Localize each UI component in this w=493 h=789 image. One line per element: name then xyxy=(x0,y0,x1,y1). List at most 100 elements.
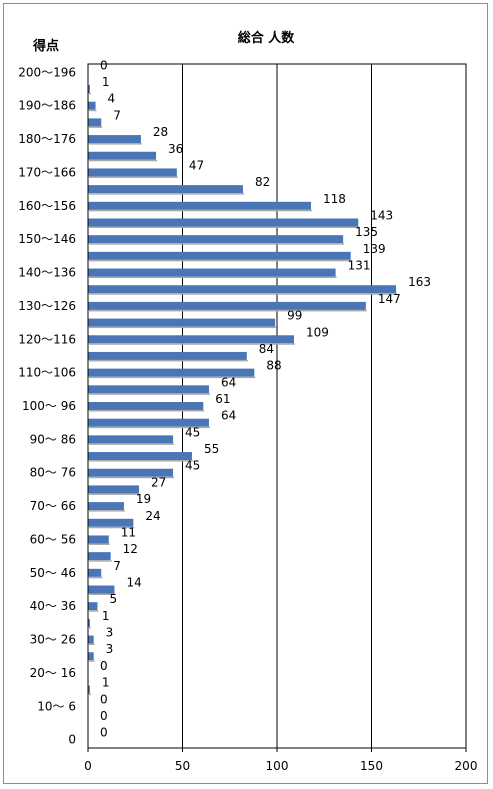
bar-shadow xyxy=(89,693,91,696)
bar-shadow xyxy=(89,460,193,462)
data-label: 147 xyxy=(378,292,401,306)
y-tick-label: 100〜 96 xyxy=(22,399,76,413)
bar xyxy=(88,101,96,110)
bar-shadow xyxy=(89,93,91,95)
data-label: 1 xyxy=(102,609,110,623)
axes xyxy=(87,63,467,752)
data-label: 7 xyxy=(113,559,121,573)
bar-shadow xyxy=(89,643,95,646)
bar xyxy=(88,568,102,577)
y-tick-label: 20〜 16 xyxy=(30,666,76,680)
bar xyxy=(88,351,247,360)
y-tick-label: 70〜 66 xyxy=(30,499,76,513)
bar xyxy=(88,268,336,277)
bar-chart: 総合 人数 得点 0147283647821181431351391311631… xyxy=(18,30,477,773)
bar-shadow xyxy=(89,543,110,545)
x-tick-label: 100 xyxy=(266,759,289,773)
y-tick-label: 200〜196 xyxy=(18,65,76,79)
bar xyxy=(88,118,102,127)
data-label: 61 xyxy=(215,392,230,406)
data-label: 7 xyxy=(113,108,121,122)
bar-shadow xyxy=(89,243,345,245)
data-label: 135 xyxy=(355,225,378,239)
data-label: 1 xyxy=(102,75,110,89)
y-tick-label: 130〜126 xyxy=(18,299,76,313)
bar-shadow xyxy=(89,309,367,312)
bar xyxy=(88,135,141,144)
y-tick-label: 0 xyxy=(68,733,76,747)
y-tick-label: 160〜156 xyxy=(18,199,76,213)
bar-shadow xyxy=(89,276,337,279)
data-label: 1 xyxy=(102,676,110,690)
data-label: 82 xyxy=(255,175,270,189)
data-label: 27 xyxy=(151,475,166,489)
data-label: 118 xyxy=(323,192,346,206)
bar xyxy=(88,318,276,327)
bar-shadow xyxy=(89,410,205,412)
chart-frame: 総合 人数 得点 0 1 4 7 28 36 47 82 118 143 135 139 131 163 1… xyxy=(3,3,488,784)
y-tick-label: 40〜 36 xyxy=(30,599,76,613)
bar xyxy=(88,402,204,410)
bar-shadow xyxy=(89,209,313,212)
data-label: 139 xyxy=(363,242,386,256)
data-label: 19 xyxy=(136,492,151,506)
data-label: 99 xyxy=(287,309,302,323)
bar xyxy=(88,185,243,194)
bar xyxy=(88,552,111,561)
data-label: 55 xyxy=(204,442,219,456)
bar-shadow xyxy=(89,159,158,162)
bar-shadow xyxy=(89,193,244,195)
bar-shadow xyxy=(89,343,296,345)
y-tick-label: 150〜146 xyxy=(18,232,76,246)
bar-shadow xyxy=(89,510,125,512)
x-tick-label: 150 xyxy=(360,759,383,773)
y-tick-label: 30〜 26 xyxy=(30,633,76,647)
data-label: 163 xyxy=(408,275,431,289)
bar-shadow xyxy=(89,493,141,495)
data-label: 143 xyxy=(370,208,393,222)
x-tick-label: 0 xyxy=(84,759,92,773)
bar xyxy=(88,151,157,160)
bar-shadow xyxy=(89,610,99,612)
bar xyxy=(88,435,174,444)
bar xyxy=(88,652,94,661)
value-labels-group: 0147283647821181431351391311631479910984… xyxy=(100,58,431,739)
bar xyxy=(88,602,98,611)
data-label: 3 xyxy=(106,626,114,640)
bars-group xyxy=(88,85,398,696)
bar-shadow xyxy=(89,293,398,295)
bar xyxy=(88,518,134,527)
bar xyxy=(88,685,90,694)
data-label: 109 xyxy=(306,325,329,339)
data-label: 0 xyxy=(100,709,108,723)
data-label: 11 xyxy=(121,525,136,539)
data-label: 24 xyxy=(145,509,160,523)
chart-title: 総合 人数 xyxy=(238,30,296,46)
bar xyxy=(88,535,109,544)
bar-shadow xyxy=(89,576,103,579)
bar-shadow xyxy=(89,660,95,662)
data-label: 88 xyxy=(266,359,281,373)
bar-shadow xyxy=(89,359,248,362)
y-tick-label: 60〜 56 xyxy=(30,532,76,546)
data-label: 36 xyxy=(168,142,183,156)
x-tick-label: 50 xyxy=(175,759,190,773)
y-tick-label: 120〜116 xyxy=(18,332,76,346)
bar-shadow xyxy=(89,326,277,329)
bar xyxy=(88,502,124,511)
data-label: 14 xyxy=(126,576,141,590)
bar-shadow xyxy=(89,109,97,112)
data-label: 0 xyxy=(100,58,108,72)
gridlines xyxy=(182,64,467,748)
y-tick-label: 140〜136 xyxy=(18,266,76,280)
y-axis-title: 得点 xyxy=(32,38,59,54)
data-label: 4 xyxy=(108,92,116,106)
bar-shadow xyxy=(89,259,352,262)
y-tick-label: 180〜176 xyxy=(18,132,76,146)
bar xyxy=(88,168,177,177)
bar xyxy=(88,218,359,227)
bar-shadow xyxy=(89,393,210,395)
bar-shadow xyxy=(89,226,360,228)
bar xyxy=(88,368,255,377)
data-label: 84 xyxy=(259,342,274,356)
